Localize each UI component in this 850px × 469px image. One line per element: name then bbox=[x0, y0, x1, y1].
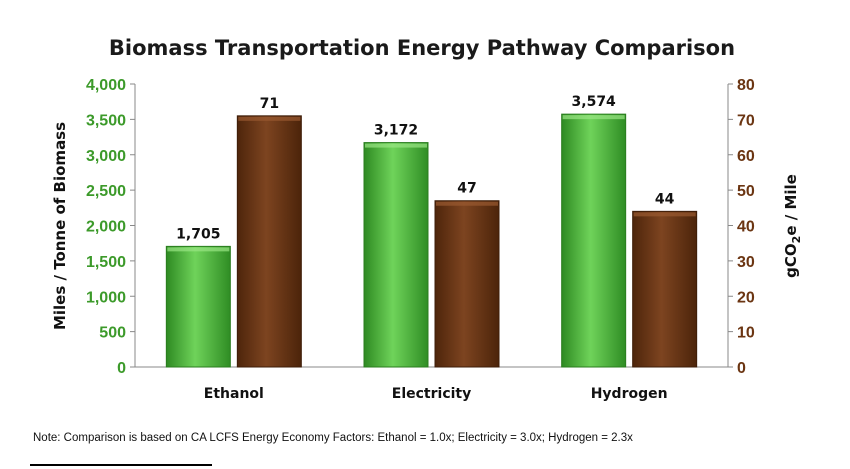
right-axis-title-subscript: 2 bbox=[790, 236, 803, 244]
axes: 0 500 1,000 1,500 2,000 2,500 3,000 3,500 4,000 0… bbox=[86, 77, 755, 377]
data-label: 3,172 bbox=[374, 123, 418, 139]
bar-highlight bbox=[436, 201, 498, 206]
right-axis-title: gCO2e / Mile bbox=[782, 174, 803, 278]
left-tick-label: 2,500 bbox=[86, 183, 126, 200]
bar-miles bbox=[363, 142, 429, 368]
bar-gco2e bbox=[632, 210, 698, 368]
left-tick-label: 3,000 bbox=[86, 148, 126, 165]
bar-gco2e bbox=[434, 200, 500, 368]
left-tick-label: 4,000 bbox=[86, 77, 126, 94]
right-tick-label: 40 bbox=[737, 219, 755, 236]
left-tick-label: 0 bbox=[117, 360, 126, 377]
right-tick-label: 20 bbox=[737, 289, 755, 306]
right-tick-label: 70 bbox=[737, 112, 755, 129]
footnote-text: Note: Comparison is based on CA LCFS Ene… bbox=[33, 432, 633, 444]
bar-highlight bbox=[238, 116, 301, 121]
category-label: Hydrogen bbox=[591, 386, 668, 402]
bar-highlight bbox=[633, 212, 696, 217]
category-label: Electricity bbox=[392, 386, 471, 402]
left-tick-label: 2,000 bbox=[86, 219, 126, 236]
bar-miles bbox=[561, 113, 627, 368]
bars bbox=[165, 113, 698, 368]
right-tick-label: 30 bbox=[737, 254, 755, 271]
bar-highlight bbox=[167, 247, 230, 252]
footnote-divider bbox=[30, 464, 212, 466]
left-tick-label: 500 bbox=[99, 325, 126, 342]
right-axis-title-prefix: gCO bbox=[782, 243, 800, 278]
data-label: 44 bbox=[655, 191, 675, 207]
bar-miles bbox=[165, 245, 231, 368]
data-label: 3,574 bbox=[572, 94, 617, 110]
left-axis-title: Miles / Tonne of Biomass bbox=[51, 122, 69, 330]
bar-highlight bbox=[562, 115, 625, 120]
bar-highlight bbox=[365, 143, 427, 148]
data-label: 71 bbox=[260, 96, 279, 112]
left-tick-label: 1,000 bbox=[86, 289, 126, 306]
right-tick-label: 80 bbox=[737, 77, 755, 94]
data-labels: Ethanol 1,705 71 Electricity 3,172 47 Hydrogen… bbox=[176, 94, 674, 402]
right-tick-label: 0 bbox=[737, 360, 746, 377]
left-tick-label: 3,500 bbox=[86, 112, 126, 129]
right-axis-title-suffix: e / Mile bbox=[782, 174, 800, 235]
category-label: Ethanol bbox=[204, 386, 264, 402]
right-tick-label: 50 bbox=[737, 183, 755, 200]
right-tick-label: 10 bbox=[737, 325, 755, 342]
data-label: 47 bbox=[457, 181, 476, 197]
chart-title: Biomass Transportation Energy Pathway Co… bbox=[109, 36, 735, 60]
right-tick-label: 60 bbox=[737, 148, 755, 165]
data-label: 1,705 bbox=[176, 226, 220, 242]
left-tick-label: 1,500 bbox=[86, 254, 126, 271]
bar-gco2e bbox=[236, 115, 302, 368]
